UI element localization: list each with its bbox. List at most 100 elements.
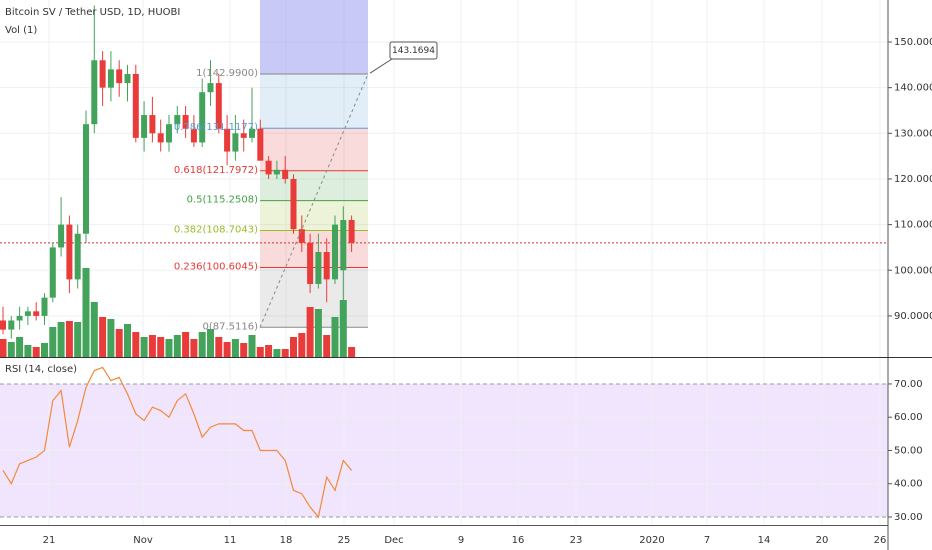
volume-bar xyxy=(323,335,331,357)
fib-label: 0.236(100.6045) xyxy=(174,262,258,273)
volume-bar xyxy=(281,349,289,357)
fib-zone xyxy=(260,74,368,129)
x-tick-label: 20 xyxy=(816,535,829,546)
rsi-tick-label: 70.00 xyxy=(894,379,923,390)
candle-body xyxy=(16,315,23,321)
candle-body xyxy=(332,224,338,280)
candle-body xyxy=(290,178,297,230)
candle-body xyxy=(157,133,164,143)
candle-body xyxy=(232,133,239,152)
candle-body xyxy=(182,115,189,129)
candle-body xyxy=(83,124,89,234)
candle-body xyxy=(149,115,156,134)
rsi-tick-label: 30.00 xyxy=(894,512,923,523)
volume-bar xyxy=(7,342,15,357)
volume-bar xyxy=(157,337,165,357)
rsi-label: RSI (14, close) xyxy=(5,364,77,375)
x-tick-label: 2020 xyxy=(639,535,664,546)
candle-body xyxy=(282,169,289,179)
x-tick-label: 25 xyxy=(338,535,351,546)
fib-zone xyxy=(260,170,368,201)
volume-bar xyxy=(331,317,339,357)
volume-bar xyxy=(140,337,148,357)
volume-bar xyxy=(49,327,57,357)
candle-body xyxy=(8,320,15,330)
y-tick-label: 120.0000 xyxy=(894,174,932,185)
candle-body xyxy=(307,242,314,284)
candle-body xyxy=(257,128,264,161)
volume-bar xyxy=(132,332,140,357)
rsi-tick-label: 50.00 xyxy=(894,445,923,456)
volume-bar xyxy=(57,322,65,357)
volume-bar xyxy=(223,342,231,357)
candle-body xyxy=(124,73,131,84)
volume-bar xyxy=(248,335,256,357)
y-tick-label: 130.0000 xyxy=(894,128,932,139)
candle-body xyxy=(224,128,231,152)
x-tick-label: 14 xyxy=(758,535,771,546)
rsi-tick-label: 40.00 xyxy=(894,479,923,490)
volume-bar xyxy=(65,321,73,357)
rsi-tick-label: 60.00 xyxy=(894,412,923,423)
volume-bar xyxy=(115,329,123,357)
candle-body xyxy=(74,233,81,280)
y-tick-label: 140.0000 xyxy=(894,83,932,94)
candle-body xyxy=(273,169,280,175)
volume-label: Vol (1) xyxy=(5,25,37,36)
volume-bar xyxy=(124,324,131,357)
candle-body xyxy=(41,297,48,316)
callout-label: 143.1694 xyxy=(392,46,435,56)
candle-body xyxy=(323,252,330,280)
volume-bar xyxy=(298,333,306,357)
volume-bar xyxy=(290,337,297,357)
x-tick-label: 11 xyxy=(224,535,237,546)
candle-body xyxy=(132,73,139,138)
x-tick-label: 16 xyxy=(512,535,525,546)
volume-bar xyxy=(165,339,173,357)
candle-body xyxy=(33,311,40,316)
volume-bar xyxy=(306,307,314,357)
fib-label: 0.382(108.7043) xyxy=(174,225,258,236)
fib-label: 0(87.5116) xyxy=(202,321,258,332)
volume-bar xyxy=(0,339,7,357)
volume-bar xyxy=(265,345,273,357)
candle-body xyxy=(24,311,31,316)
candle-body xyxy=(298,229,305,243)
volume-bar xyxy=(182,332,190,357)
candle-body xyxy=(315,252,322,284)
y-tick-label: 150.0000 xyxy=(894,37,932,48)
candle-body xyxy=(174,115,181,125)
fib-label: 0.618(121.7972) xyxy=(174,165,258,176)
candle-body xyxy=(166,124,172,143)
volume-bar xyxy=(41,343,48,357)
callout-box xyxy=(389,41,438,60)
volume-bar xyxy=(314,309,322,357)
x-tick-label: 7 xyxy=(704,535,710,546)
volume-bar xyxy=(348,347,356,357)
volume-bar xyxy=(215,337,223,357)
volume-bar xyxy=(339,300,347,357)
y-tick-label: 100.0000 xyxy=(894,265,932,276)
candle-body xyxy=(265,160,272,175)
volume-bar xyxy=(173,335,181,357)
candle-body xyxy=(66,224,73,280)
x-tick-label: 21 xyxy=(43,535,56,546)
fib-label: 0.5(115.2508) xyxy=(187,195,259,206)
candle-body xyxy=(107,69,114,88)
x-tick-label: 26 xyxy=(874,535,887,546)
candle-body xyxy=(91,60,98,125)
y-tick-label: 110.0000 xyxy=(894,220,932,231)
candle-body xyxy=(0,320,6,330)
volume-bar xyxy=(240,343,248,357)
fib-zone xyxy=(260,0,368,75)
x-tick-label: Nov xyxy=(133,535,153,546)
volume-bar xyxy=(207,329,214,357)
fib-zone xyxy=(260,128,368,171)
rsi-line xyxy=(2,366,353,519)
candle-body xyxy=(99,60,106,88)
candle-body xyxy=(58,224,65,248)
x-tick-label: 9 xyxy=(458,535,464,546)
candle-body xyxy=(116,69,123,84)
volume-bar xyxy=(74,322,82,357)
